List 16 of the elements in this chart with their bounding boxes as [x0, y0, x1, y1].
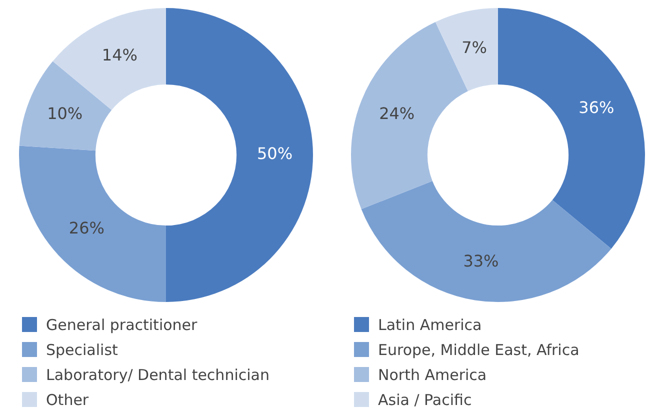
data-label: 36% [578, 98, 614, 117]
legend-label: Asia / Pacific [378, 390, 472, 408]
legend-label: North America [378, 366, 487, 384]
data-label: 33% [463, 252, 499, 271]
legend-label: Laboratory/ Dental technician [46, 366, 270, 384]
data-label: 24% [379, 104, 415, 124]
data-label: 50% [257, 144, 293, 164]
legend-label: Specialist [46, 340, 118, 358]
legend-label: General practitioner [46, 316, 198, 334]
legend-label: Latin America [378, 316, 482, 334]
legend-label: Other [46, 390, 89, 408]
legend-label: Europe, Middle East, Africa [378, 340, 580, 358]
data-label: 14% [102, 46, 138, 65]
data-label: 10% [47, 104, 83, 124]
data-label: 7% [462, 38, 487, 57]
data-label: 26% [68, 218, 104, 238]
